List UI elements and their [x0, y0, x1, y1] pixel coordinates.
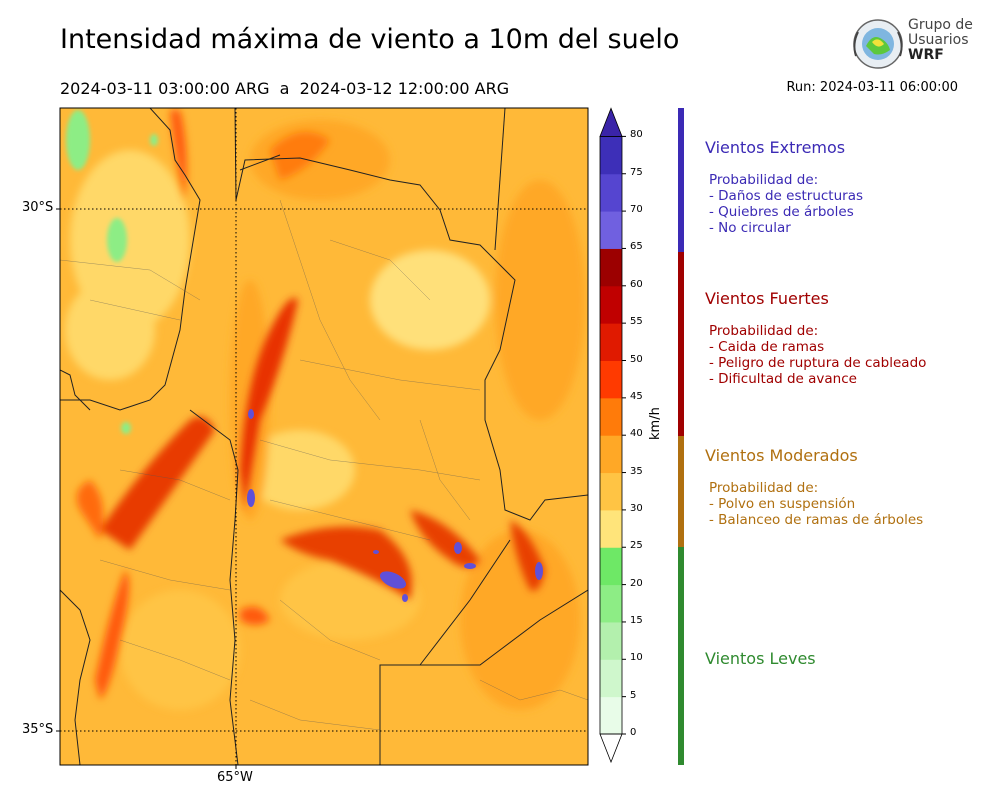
category-bar [678, 547, 684, 765]
wind-field-moderate [65, 120, 585, 710]
category-title: Vientos Leves [705, 649, 816, 668]
colorbar [599, 107, 626, 764]
category-block: Vientos Extremos Probabilidad de: - Daños … [705, 138, 863, 236]
logo-line-3: WRF [908, 47, 944, 63]
colorbar-bin [600, 547, 622, 586]
category-line: - Peligro de ruptura de cableado [709, 355, 927, 371]
category-description: Probabilidad de: - Caida de ramas - Peligr… [705, 323, 926, 387]
category-line: - Caida de ramas [709, 339, 825, 355]
colorbar-tick-label: 35 [630, 465, 643, 477]
category-bar [678, 108, 684, 252]
colorbar-bin [600, 323, 622, 361]
wind-field-light [66, 110, 158, 434]
map-frame [59, 107, 589, 766]
wind-map [56, 107, 589, 769]
colorbar-tick-label: 45 [630, 390, 643, 402]
colorbar-bin [600, 472, 622, 511]
graticule [60, 108, 588, 765]
colorbar-bin [600, 621, 622, 660]
colorbar-bin [600, 211, 622, 249]
logo-line-2: Usuarios [908, 32, 969, 48]
colorbar-tick-label: 70 [630, 204, 643, 216]
category-bar [678, 436, 684, 547]
colorbar-tick-label: 0 [630, 727, 637, 738]
colorbar-tick-label: 25 [630, 540, 643, 552]
category-line: Probabilidad de: [709, 172, 819, 188]
colorbar-extend-min [599, 733, 623, 764]
category-line: - No circular [709, 220, 791, 236]
wrf-logo-icon [853, 19, 903, 69]
colorbar-bin [600, 136, 622, 175]
logo-text: Grupo de Usuarios WRF [908, 18, 973, 63]
category-bar [678, 252, 684, 436]
colorbar-bin [600, 509, 622, 548]
category-description: Probabilidad de: - Daños de estructuras - … [705, 172, 863, 236]
category-description: Probabilidad de: - Polvo en suspensión - B… [705, 480, 923, 528]
colorbar-bin [600, 435, 622, 474]
colorbar-tick-label: 30 [630, 502, 643, 514]
category-title: Vientos Extremos [705, 138, 846, 157]
category-block: Vientos Fuertes Probabilidad de: - Caida d… [705, 289, 926, 387]
colorbar-bin [600, 696, 622, 735]
category-block: Vientos Moderados Probabilidad de: - Polvo… [705, 446, 923, 528]
category-block: Vientos Leves [705, 649, 816, 668]
colorbar-tick-label: 50 [630, 353, 643, 365]
colorbar-tick-label: 40 [630, 428, 643, 440]
category-line: - Polvo en suspensión [709, 496, 856, 512]
category-line: - Quiebres de árboles [709, 204, 854, 220]
colorbar-bin [600, 360, 622, 399]
lat-label-30s: 30°S [22, 200, 54, 215]
category-line: Probabilidad de: [709, 323, 819, 339]
colorbar-tick-label: 55 [630, 316, 643, 328]
lat-label-35s: 35°S [22, 722, 54, 737]
colorbar-bin [600, 397, 622, 436]
chart-title: Intensidad máxima de viento a 10m del su… [60, 24, 680, 55]
lon-label-65w: 65°W [217, 770, 253, 785]
colorbar-tick-label: 60 [630, 278, 643, 290]
colorbar-unit: km/h [648, 407, 663, 440]
colorbar-bin [600, 659, 622, 698]
colorbar-tick-label: 80 [630, 129, 643, 141]
colorbar-bin [600, 285, 622, 324]
category-line: Probabilidad de: [709, 480, 819, 496]
category-line: - Dificultad de avance [709, 371, 857, 387]
colorbar-tick-label: 15 [630, 614, 643, 626]
category-title: Vientos Fuertes [705, 289, 829, 308]
category-title: Vientos Moderados [705, 446, 858, 465]
wind-field-strong [76, 110, 545, 700]
colorbar-bin [600, 248, 622, 287]
colorbar-tick-label: 65 [630, 241, 643, 253]
colorbar-tick-label: 10 [630, 652, 643, 664]
category-line: - Balanceo de ramas de árboles [709, 512, 924, 528]
logo-line-1: Grupo de [908, 17, 973, 33]
province-borders [60, 108, 588, 765]
forecast-period: 2024-03-11 03:00:00 ARG a 2024-03-12 12:… [60, 79, 510, 98]
department-borders [60, 199, 588, 731]
category-line: - Daños de estructuras [709, 188, 864, 204]
colorbar-bin [600, 173, 622, 212]
colorbar-tick-label: 75 [630, 166, 643, 178]
colorbar-tick-label: 5 [630, 689, 637, 701]
colorbar-extend-max [599, 107, 623, 137]
wind-field-extreme [247, 409, 543, 602]
colorbar-tick-label: 20 [630, 577, 643, 589]
colorbar-bin [600, 584, 622, 623]
run-time: Run: 2024-03-11 06:00:00 [786, 80, 958, 95]
